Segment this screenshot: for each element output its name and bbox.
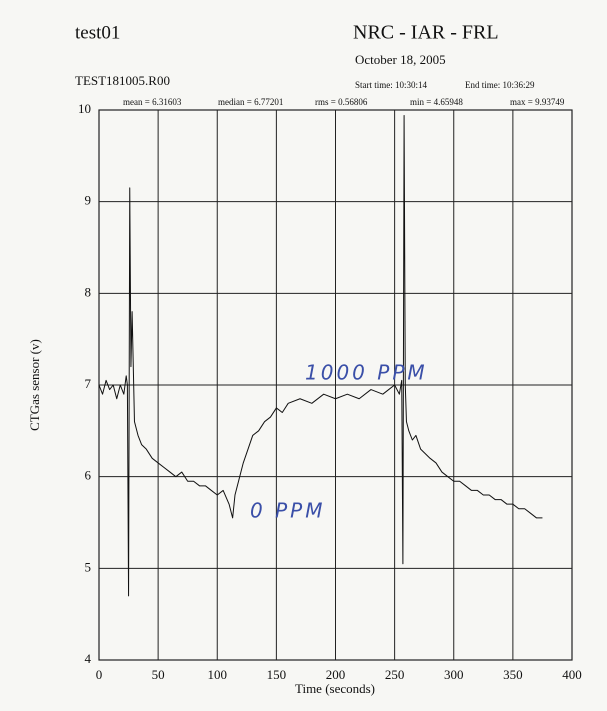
- end-time: End time: 10:36:29: [465, 80, 535, 90]
- file-name: TEST181005.R00: [75, 73, 170, 88]
- y-tick-label: 5: [85, 559, 92, 574]
- y-tick-label: 10: [78, 101, 91, 116]
- x-tick-label: 50: [152, 667, 165, 682]
- y-tick-label: 9: [85, 193, 92, 208]
- chart-title: test01: [75, 22, 120, 43]
- x-tick-label: 300: [444, 667, 464, 682]
- annotation: 0 PPM: [250, 499, 325, 523]
- stat: min = 4.65948: [410, 97, 463, 107]
- y-axis-label: CTGas sensor (v): [27, 339, 42, 431]
- y-tick-label: 6: [85, 468, 92, 483]
- y-tick-label: 7: [85, 376, 92, 391]
- x-axis-label: Time (seconds): [295, 681, 375, 696]
- x-tick-label: 350: [503, 667, 523, 682]
- y-tick-label: 4: [85, 651, 92, 666]
- header: NRC - IAR - FRL: [353, 22, 499, 44]
- x-tick-label: 150: [267, 667, 287, 682]
- annotation: 1000 PPM: [305, 361, 428, 385]
- x-tick-label: 0: [96, 667, 103, 682]
- x-tick-label: 400: [562, 667, 582, 682]
- stat: median = 6.77201: [218, 97, 283, 107]
- stat: rms = 0.56806: [315, 97, 368, 107]
- date: October 18, 2005: [355, 52, 446, 67]
- x-tick-label: 200: [326, 667, 346, 682]
- y-tick-label: 8: [85, 284, 92, 299]
- x-tick-label: 250: [385, 667, 405, 682]
- plot-area: 0 50 100 150 200 250 300 350 400 4 5 6 7 8 9 10: [78, 101, 582, 682]
- start-time: Start time: 10:30:14: [355, 80, 427, 90]
- data-line: [98, 115, 543, 597]
- x-tick-label: 100: [208, 667, 228, 682]
- stat: mean = 6.31603: [123, 97, 182, 107]
- stat: max = 9.93749: [510, 97, 565, 107]
